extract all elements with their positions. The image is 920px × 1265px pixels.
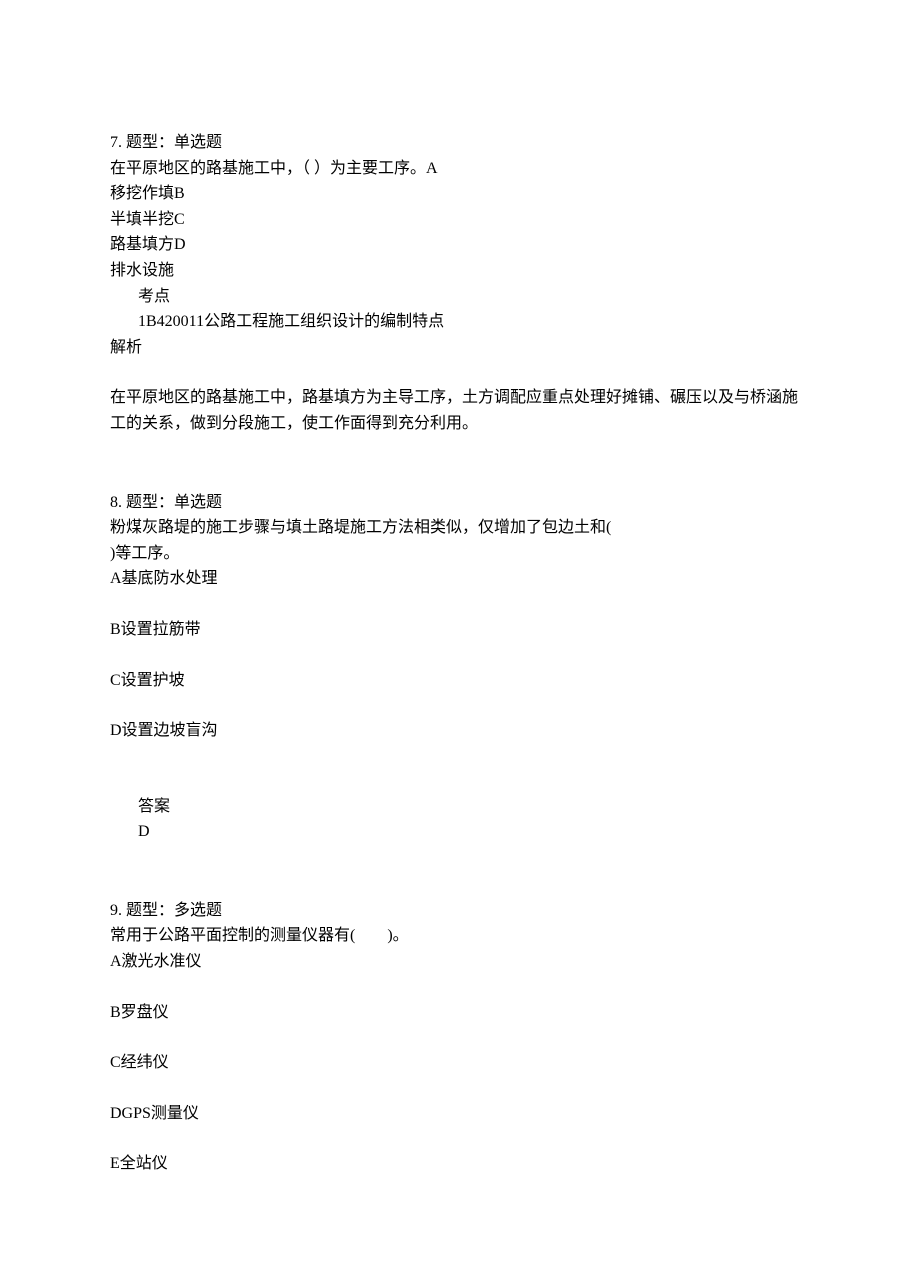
kaodian-text: 1B420011公路工程施工组织设计的编制特点 [110, 309, 810, 335]
option-c: C经纬仪 [110, 1050, 810, 1076]
option-b: B设置拉筋带 [110, 617, 810, 643]
option-e: E全站仪 [110, 1151, 810, 1177]
jiexi-text: 在平原地区的路基施工中，路基填方为主导工序，土方调配应重点处理好摊铺、碾压以及与… [110, 385, 810, 436]
option-b: B罗盘仪 [110, 1000, 810, 1026]
answer-label: 答案 [110, 794, 810, 820]
option-d: DGPS测量仪 [110, 1101, 810, 1127]
question-7: 7. 题型：单选题 在平原地区的路基施工中，（ ）为主要工序。A 移挖作填B 半… [110, 130, 810, 437]
option-line: 半填半挖C [110, 207, 810, 233]
answer-value: D [110, 819, 810, 845]
kaodian-label: 考点 [110, 284, 810, 310]
question-stem: )等工序。 [110, 541, 810, 567]
question-8: 8. 题型：单选题 粉煤灰路堤的施工步骤与填土路堤施工方法相类似，仅增加了包边土… [110, 490, 810, 845]
option-a: A基底防水处理 [110, 566, 810, 592]
option-line: 路基填方D [110, 232, 810, 258]
option-a: A激光水准仪 [110, 949, 810, 975]
option-line: 排水设施 [110, 258, 810, 284]
option-d: D设置边坡盲沟 [110, 718, 810, 744]
question-header: 8. 题型：单选题 [110, 490, 810, 516]
option-c: C设置护坡 [110, 668, 810, 694]
question-stem: 粉煤灰路堤的施工步骤与填土路堤施工方法相类似，仅增加了包边土和( [110, 515, 810, 541]
jiexi-label: 解析 [110, 335, 810, 361]
question-header: 9. 题型：多选题 [110, 898, 810, 924]
question-9: 9. 题型：多选题 常用于公路平面控制的测量仪器有( )。 A激光水准仪 B罗盘… [110, 898, 810, 1177]
question-header: 7. 题型：单选题 [110, 130, 810, 156]
question-stem: 常用于公路平面控制的测量仪器有( )。 [110, 923, 810, 949]
question-stem: 在平原地区的路基施工中，（ ）为主要工序。A [110, 156, 810, 182]
option-line: 移挖作填B [110, 181, 810, 207]
